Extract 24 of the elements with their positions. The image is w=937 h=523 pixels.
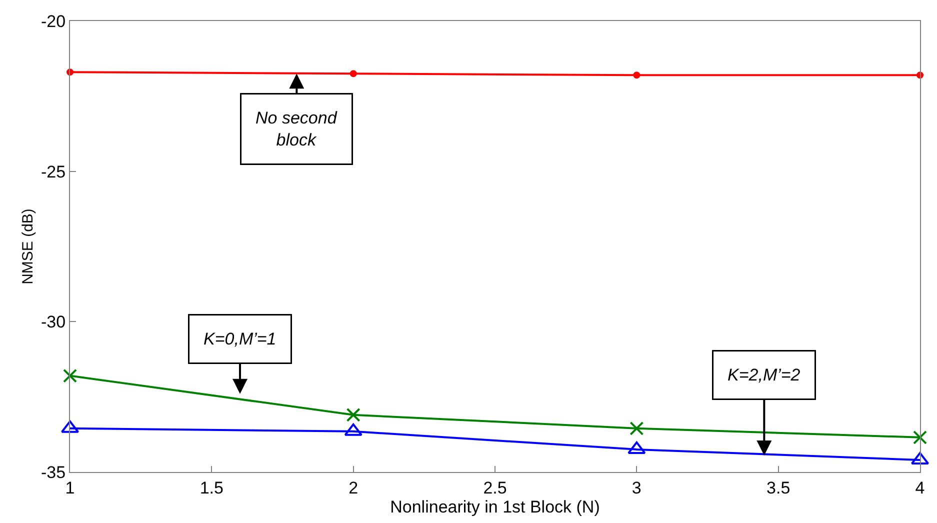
x-tick-label: 1 (65, 478, 75, 498)
x-tick-label: 3.5 (766, 478, 790, 498)
y-tick-label: -30 (41, 312, 66, 332)
point (350, 70, 357, 78)
annotation: K=0,M’=1 (204, 330, 276, 348)
point (63, 368, 77, 383)
x-tick-label: 4 (915, 478, 925, 498)
y-tick-label: -35 (41, 462, 66, 482)
x-tick-label: 2 (348, 478, 358, 498)
point (346, 408, 360, 422)
annotation: K=2,M’=2 (728, 366, 801, 384)
x-tick-label: 3 (632, 478, 642, 498)
point (344, 423, 362, 436)
annotation: No second block (256, 108, 338, 150)
point (913, 430, 927, 444)
point (628, 441, 646, 454)
y-tick-label: -25 (41, 162, 66, 182)
point (633, 72, 640, 79)
x-axis-title: Nonlinearity in 1st Block (N) (390, 497, 600, 516)
y-tick-label: -20 (41, 12, 66, 31)
x-tick-label: 2.5 (483, 478, 507, 498)
point (630, 421, 644, 436)
x-tick-label: 1.5 (200, 478, 224, 498)
y-axis-title: NMSE (dB) (19, 208, 36, 284)
